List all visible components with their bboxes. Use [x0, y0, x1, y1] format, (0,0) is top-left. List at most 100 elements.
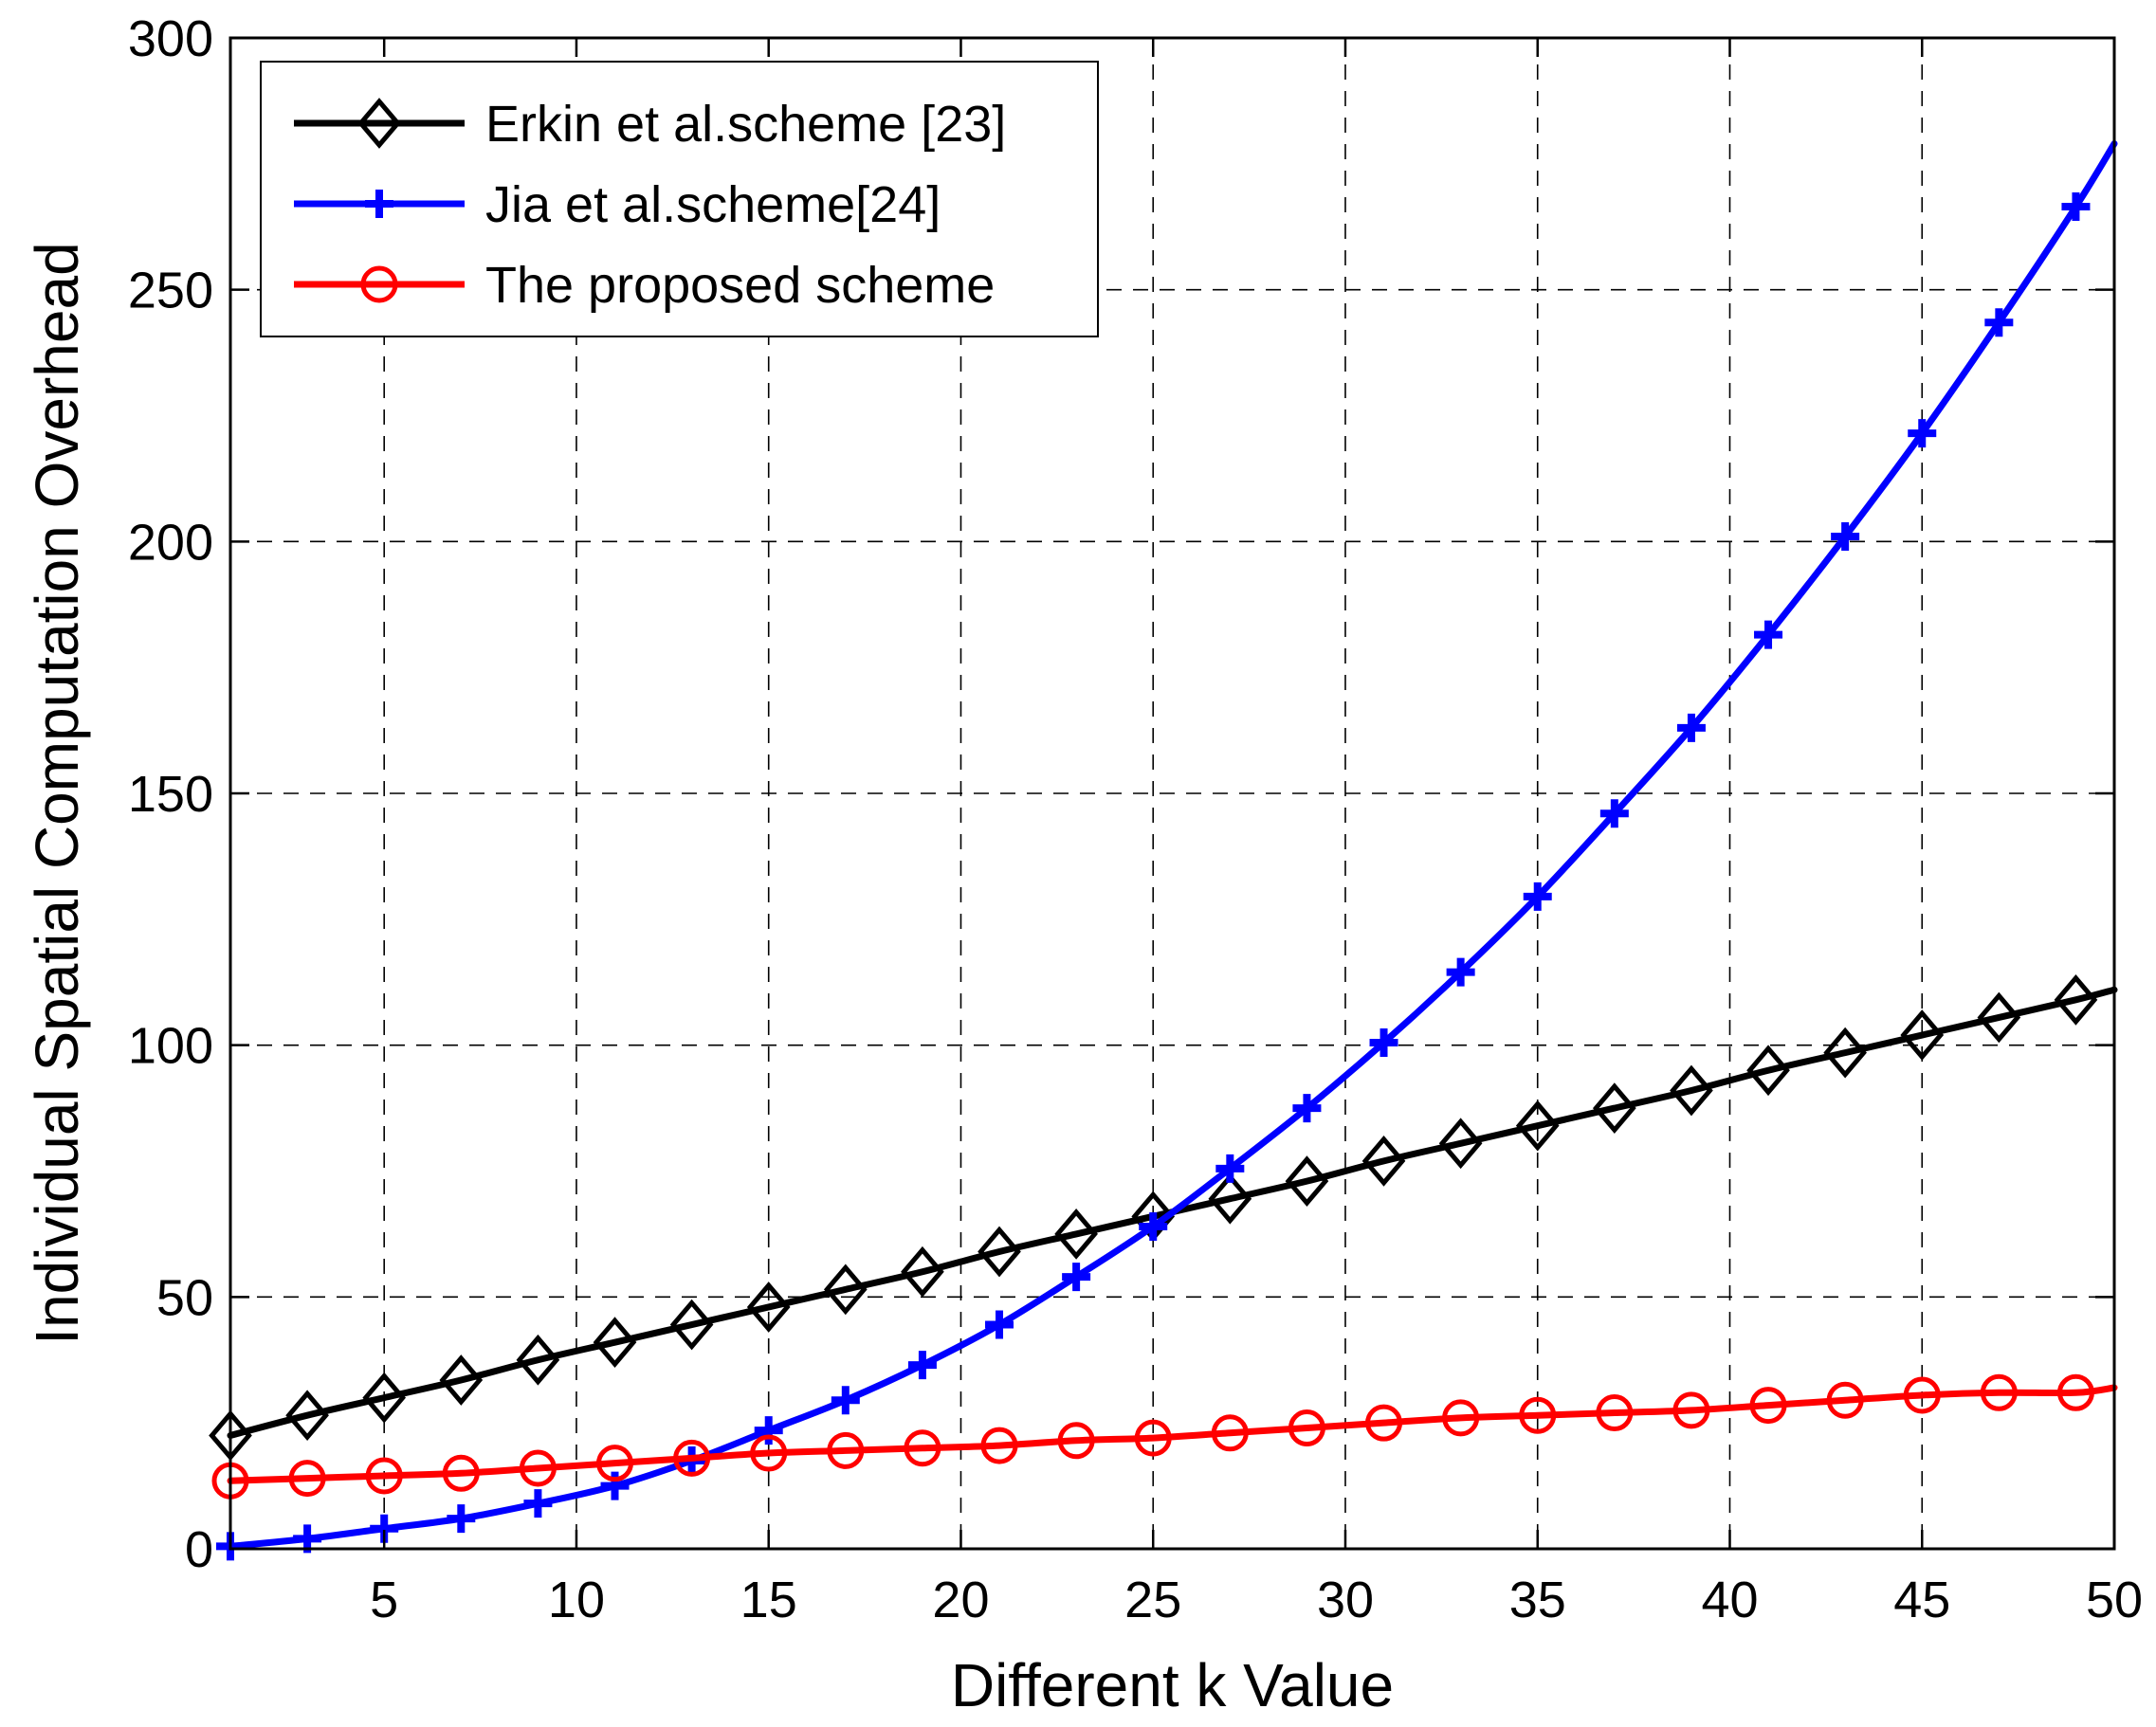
data-point-jia	[754, 1416, 783, 1445]
data-point-erkin	[1361, 1136, 1406, 1187]
data-point-proposed	[1519, 1396, 1557, 1434]
data-point-jia	[907, 1351, 937, 1380]
data-point-proposed	[1057, 1422, 1095, 1460]
x-tick-label: 5	[370, 1572, 398, 1628]
x-tick-label: 40	[1701, 1572, 1758, 1628]
x-tick-label: 35	[1509, 1572, 1566, 1628]
data-point-jia	[1215, 1154, 1245, 1183]
data-point-erkin	[1208, 1173, 1252, 1225]
series-line-proposed	[227, 1384, 2118, 1484]
legend-marker-proposed-shape	[360, 265, 398, 303]
data-point-proposed	[673, 1439, 711, 1477]
grid-lines	[230, 38, 2114, 1549]
data-point-proposed	[1826, 1381, 1864, 1419]
data-point-jia	[1754, 620, 1783, 649]
data-point-proposed	[1211, 1414, 1249, 1452]
data-point-proposed	[827, 1431, 865, 1469]
y-axis-label: Individual Spatial Computation Overhead	[23, 242, 91, 1344]
data-point-erkin	[1054, 1209, 1098, 1260]
data-point-jia	[447, 1504, 476, 1534]
data-point-proposed	[750, 1434, 788, 1472]
data-point-erkin	[1593, 1082, 1636, 1134]
data-point-erkin	[1977, 991, 2021, 1044]
axis-ticks	[230, 36, 2116, 1551]
data-point-erkin	[1285, 1155, 1329, 1207]
legend-marker-erkin	[357, 98, 401, 149]
data-point-proposed	[1596, 1394, 1634, 1432]
x-tick-label: 50	[2086, 1572, 2143, 1628]
x-tick-label: 45	[1893, 1572, 1950, 1628]
data-point-jia	[1599, 799, 1629, 828]
legend: Erkin et al.scheme [23] Jia et al.scheme…	[260, 61, 1099, 337]
data-point-erkin	[978, 1226, 1021, 1278]
y-tick-label: 100	[128, 1018, 213, 1075]
data-point-erkin	[746, 1282, 791, 1333]
data-point-jia	[523, 1489, 553, 1518]
legend-entry-jia: Jia et al.scheme[24]	[294, 176, 941, 233]
data-point-erkin	[1900, 1009, 1945, 1061]
data-point-proposed	[980, 1427, 1018, 1464]
y-tick-label: 200	[128, 514, 213, 571]
data-point-jia	[985, 1310, 1014, 1339]
data-point-jia	[1292, 1094, 1322, 1123]
y-tick-label: 300	[128, 10, 213, 67]
data-point-erkin	[362, 1372, 407, 1424]
data-point-proposed	[442, 1454, 480, 1492]
data-point-jia	[600, 1471, 630, 1500]
data-point-jia	[1984, 308, 2014, 337]
legend-entry-proposed: The proposed scheme	[294, 257, 995, 314]
legend-marker-jia-shape	[365, 190, 393, 218]
data-point-erkin	[901, 1245, 944, 1298]
data-point-erkin	[669, 1299, 714, 1351]
legend-box	[260, 61, 1099, 337]
legend-marker-jia	[365, 190, 393, 218]
data-point-proposed	[519, 1449, 557, 1487]
data-point-proposed	[288, 1460, 326, 1498]
data-point-proposed	[1672, 1391, 1710, 1429]
legend-marker-proposed	[360, 265, 398, 303]
y-tick-label: 50	[156, 1269, 213, 1326]
legend-label-proposed: The proposed scheme	[485, 257, 995, 314]
data-point-jia	[2061, 191, 2091, 221]
data-point-proposed	[1134, 1419, 1172, 1457]
data-point-erkin	[593, 1317, 637, 1369]
data-point-proposed	[1288, 1409, 1325, 1446]
data-point-proposed	[365, 1457, 403, 1495]
y-tick-label: 0	[185, 1521, 213, 1578]
legend-marker-erkin-shape	[357, 98, 401, 149]
data-point-erkin	[439, 1354, 484, 1406]
data-point-erkin	[2054, 973, 2098, 1026]
series-erkin	[209, 973, 2118, 1462]
legend-label-jia: Jia et al.scheme[24]	[485, 176, 941, 233]
x-tick-label: 30	[1317, 1572, 1374, 1628]
y-tick-label: 250	[128, 263, 213, 319]
x-tick-label: 15	[740, 1572, 797, 1628]
data-point-erkin	[1438, 1118, 1483, 1170]
legend-label-erkin: Erkin et al.scheme [23]	[485, 96, 1006, 153]
data-point-proposed	[2056, 1373, 2094, 1411]
data-point-erkin	[285, 1390, 329, 1442]
y-tick-label: 150	[128, 766, 213, 823]
data-point-proposed	[1442, 1399, 1480, 1437]
tick-labels: 5 10 15 20 25 30 35 40 45 50 0 50 100 150 200 250 300	[128, 10, 2143, 1628]
data-point-erkin	[1823, 1027, 1867, 1079]
x-tick-label: 20	[932, 1572, 989, 1628]
data-point-proposed	[1749, 1387, 1787, 1425]
data-point-proposed	[1903, 1376, 1941, 1414]
data-point-jia	[1908, 419, 1937, 448]
x-tick-label: 25	[1124, 1572, 1181, 1628]
data-point-jia	[1139, 1211, 1168, 1241]
legend-entry-erkin: Erkin et al.scheme [23]	[294, 96, 1006, 153]
data-point-jia	[1523, 882, 1552, 911]
data-point-proposed	[596, 1445, 634, 1482]
data-point-jia	[1369, 1028, 1398, 1058]
data-point-jia	[1676, 713, 1706, 742]
series-proposed	[211, 1373, 2118, 1500]
series-layer	[209, 140, 2118, 1561]
data-point-erkin	[1746, 1045, 1790, 1097]
x-axis-label: Different k Value	[951, 1651, 1394, 1719]
series-line-erkin	[227, 986, 2118, 1439]
data-point-jia	[1446, 957, 1475, 987]
data-point-erkin	[1515, 1100, 1560, 1152]
